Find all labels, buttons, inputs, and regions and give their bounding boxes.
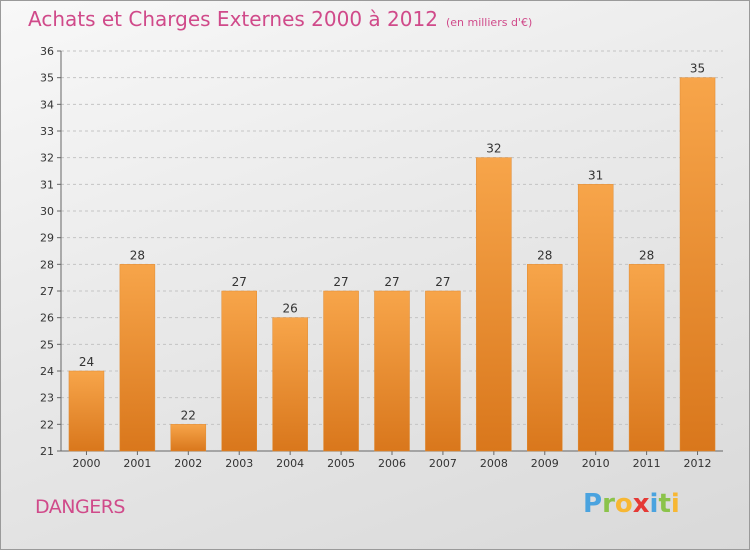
data-label: 24: [79, 355, 94, 369]
data-label: 27: [384, 275, 399, 289]
y-tick-label: 27: [40, 285, 54, 298]
logo-letter: i: [670, 489, 680, 519]
x-tick-label: 2004: [276, 457, 304, 470]
chart-title: Achats et Charges Externes 2000 à 2012: [28, 7, 438, 31]
y-tick-label: 26: [40, 312, 54, 325]
bar: [577, 184, 614, 452]
logo-letter: i: [649, 489, 659, 519]
chart-subtitle: (en milliers d'€): [445, 16, 533, 29]
y-tick-label: 29: [40, 232, 54, 245]
logo-letter: t: [658, 489, 671, 519]
bar: [119, 264, 156, 452]
bar: [425, 290, 461, 452]
bar: [68, 370, 105, 452]
y-tick-label: 22: [40, 418, 54, 431]
data-label: 28: [639, 248, 654, 262]
bar: [170, 424, 207, 452]
y-tick-label: 34: [40, 98, 54, 111]
data-label: 26: [283, 302, 298, 316]
bars: [68, 77, 716, 452]
bar: [374, 290, 410, 452]
data-label: 27: [333, 275, 348, 289]
y-tick-label: 25: [40, 338, 54, 351]
data-label: 31: [588, 168, 603, 182]
x-tick-label: 2001: [123, 457, 151, 470]
data-label: 22: [181, 408, 196, 422]
x-tick-label: 2005: [327, 457, 355, 470]
x-tick-label: 2002: [174, 457, 202, 470]
y-tick-label: 24: [40, 365, 54, 378]
bar: [628, 264, 665, 452]
commune-name: DANGERS: [35, 496, 126, 518]
y-tick-label: 30: [40, 205, 54, 218]
x-tick-label: 2003: [225, 457, 253, 470]
x-tick-label: 2009: [531, 457, 559, 470]
y-tick-label: 31: [40, 178, 54, 191]
y-tick-label: 33: [40, 125, 54, 138]
x-tick-label: 2011: [633, 457, 661, 470]
y-tick-label: 32: [40, 152, 54, 165]
y-tick-label: 21: [40, 445, 54, 458]
bar: [323, 290, 359, 452]
labels: 21 22 23 24 25 26 27 28 29 30 31 32 33 34 35 36 24 2000 28…: [40, 45, 712, 470]
logo-letter: x: [632, 489, 650, 519]
logo-letter: P: [583, 489, 603, 519]
bar: [476, 157, 512, 452]
data-label: 32: [486, 142, 501, 156]
bar: [679, 77, 716, 452]
y-tick-label: 35: [40, 72, 54, 85]
proxiti-logo: Proxiti: [583, 489, 680, 519]
logo-letter: r: [602, 489, 615, 519]
data-label: 35: [690, 62, 705, 76]
x-tick-label: 2006: [378, 457, 406, 470]
data-label: 27: [435, 275, 450, 289]
data-label: 28: [130, 248, 145, 262]
logo-letter: o: [614, 489, 633, 519]
data-label: 28: [537, 248, 552, 262]
x-tick-label: 2008: [480, 457, 508, 470]
x-tick-label: 2000: [72, 457, 100, 470]
x-tick-label: 2012: [684, 457, 712, 470]
x-tick-label: 2007: [429, 457, 457, 470]
bar: [527, 264, 563, 452]
title-block: Achats et Charges Externes 2000 à 2012 (e…: [28, 7, 532, 31]
x-tick-label: 2010: [582, 457, 610, 470]
y-tick-label: 28: [40, 258, 54, 271]
bar: [221, 290, 257, 452]
data-label: 27: [232, 275, 247, 289]
bar: [272, 317, 308, 452]
y-tick-label: 36: [40, 45, 54, 58]
y-tick-label: 23: [40, 392, 54, 405]
